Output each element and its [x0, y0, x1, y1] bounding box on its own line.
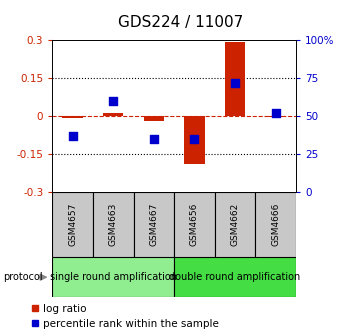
Text: GSM4662: GSM4662: [231, 203, 240, 246]
Point: [192, 136, 197, 141]
Bar: [62, 116, 83, 119]
Bar: [174, 192, 215, 257]
Text: GSM4657: GSM4657: [68, 203, 77, 246]
Bar: [52, 192, 93, 257]
Bar: [52, 257, 174, 297]
Point: [151, 136, 157, 141]
Text: GDS224 / 11007: GDS224 / 11007: [118, 15, 243, 30]
Bar: [174, 257, 296, 297]
Bar: [93, 192, 134, 257]
Bar: [215, 192, 255, 257]
Bar: [184, 116, 205, 164]
Bar: [144, 116, 164, 121]
Text: double round amplification: double round amplification: [169, 272, 301, 282]
Legend: log ratio, percentile rank within the sample: log ratio, percentile rank within the sa…: [30, 304, 219, 329]
Point: [273, 110, 279, 116]
Point: [110, 98, 116, 103]
Bar: [266, 116, 286, 117]
Bar: [103, 114, 123, 116]
Text: GSM4656: GSM4656: [190, 203, 199, 246]
Bar: [134, 192, 174, 257]
Point: [232, 80, 238, 85]
Bar: [225, 42, 245, 116]
Bar: [256, 192, 296, 257]
Text: GSM4663: GSM4663: [109, 203, 118, 246]
Point: [70, 133, 75, 138]
Text: GSM4667: GSM4667: [149, 203, 158, 246]
Text: GSM4666: GSM4666: [271, 203, 280, 246]
Text: single round amplification: single round amplification: [50, 272, 177, 282]
Text: protocol: protocol: [4, 272, 43, 282]
